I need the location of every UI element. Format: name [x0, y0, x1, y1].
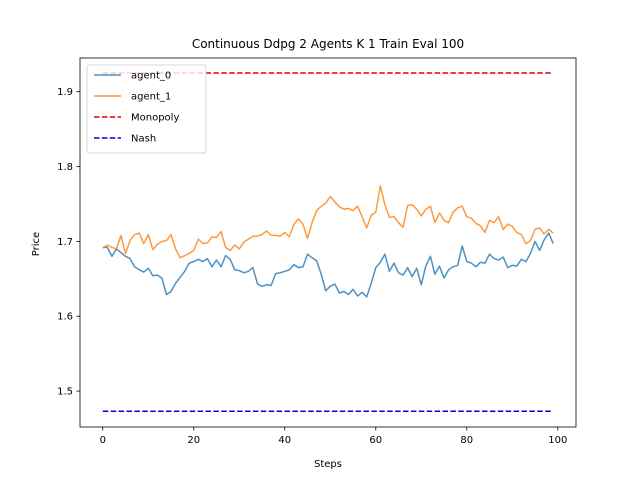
- legend: agent_0 agent_1 Monopoly Nash: [86, 64, 207, 154]
- x-tick-label: 40: [278, 435, 291, 446]
- series-line-agent-1: [102, 185, 554, 259]
- x-tick-label: 60: [369, 435, 382, 446]
- x-tick-label: 100: [548, 435, 567, 446]
- y-tick-label: 1.8: [57, 162, 73, 173]
- y-tick-label: 1.5: [57, 387, 73, 398]
- series-line-agent-0: [102, 232, 554, 298]
- y-tick-label: 1.6: [57, 312, 73, 323]
- x-tick-label: 20: [187, 435, 200, 446]
- y-axis-title: Price: [31, 232, 42, 256]
- x-tick-label: 0: [100, 435, 106, 446]
- x-axis-title: Steps: [314, 459, 342, 470]
- axes-frame: [79, 57, 577, 428]
- legend-box: [86, 64, 207, 154]
- legend-label: Nash: [131, 134, 156, 145]
- y-tick-label: 1.9: [57, 87, 73, 98]
- x-tick-label: 80: [460, 435, 473, 446]
- legend-label: agent_0: [131, 71, 171, 82]
- y-tick-label: 1.7: [57, 237, 73, 248]
- axes: 0 20 40 60 80 100 1.5 1.6 1.7 1.8 1.9: [57, 57, 577, 446]
- legend-label: Monopoly: [131, 113, 179, 124]
- chart-title: Continuous Ddpg 2 Agents K 1 Train Eval …: [192, 37, 464, 51]
- legend-label: agent_1: [131, 92, 171, 103]
